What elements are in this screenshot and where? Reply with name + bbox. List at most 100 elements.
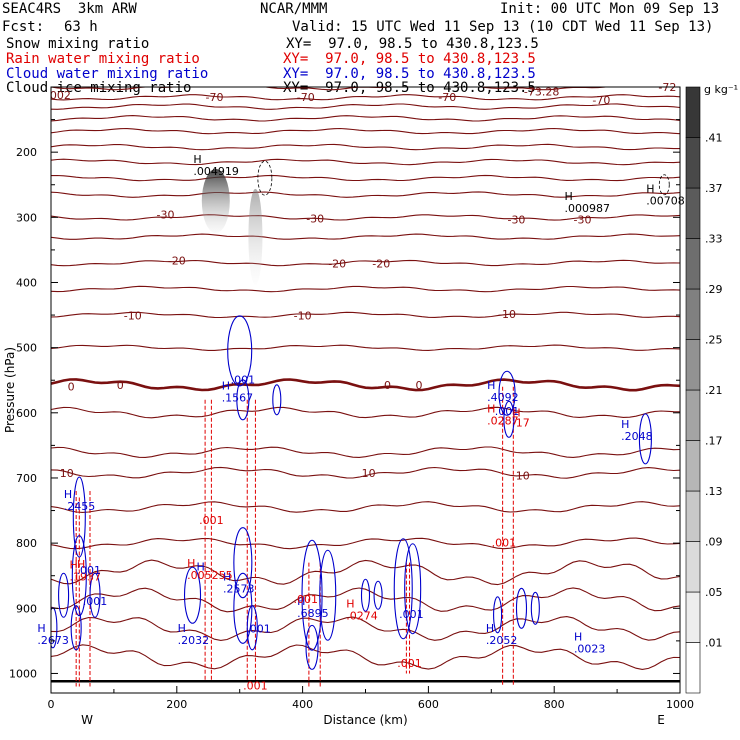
isotherm-label: -70 (438, 91, 456, 104)
isotherm-line (51, 127, 680, 135)
colorbar-tick-label: .37 (705, 182, 723, 195)
isotherm-label: -73.28 (524, 86, 559, 99)
extremum-marker: H (69, 558, 77, 571)
colorbar-tick-label: .21 (705, 384, 723, 397)
field-xy-snow: XY= 97.0, 98.5 to 430.8,123.5 (286, 36, 539, 52)
chart-header: SEAC4RS 3km ARW NCAR/MMM Init: 00 UTC Mo… (0, 0, 740, 100)
isotherm-label: 002 (50, 89, 71, 102)
contour-value-label: .001 (76, 564, 101, 577)
snow-secondary-shade (248, 188, 263, 285)
isotherm-label: 10 (516, 469, 530, 482)
y-tick-label: 500 (16, 342, 37, 355)
isotherm-label: -30 (156, 209, 174, 222)
extremum-value: .2455 (64, 500, 96, 513)
x-tick-label: 600 (418, 698, 439, 711)
cloud-water-contour (233, 527, 253, 599)
cloud-water-contour (272, 384, 282, 416)
x-tick-label: 800 (544, 698, 565, 711)
isotherm-line (51, 285, 680, 293)
field-name-cloud-water: Cloud water mixing ratio (6, 66, 209, 82)
east-label: E (657, 713, 665, 727)
isotherm-label: -70 (206, 91, 224, 104)
cloud-water-contour (301, 539, 323, 651)
colorbar-swatch (685, 541, 701, 593)
y-tick-label: 1000 (9, 667, 37, 680)
y-tick-label: 200 (16, 146, 37, 159)
isotherm-line (51, 94, 680, 101)
x-tick-label: 1000 (666, 698, 694, 711)
extremum-marker: H (486, 622, 494, 635)
contour-value-label: .001 (293, 593, 318, 606)
isotherm-label: -20 (328, 258, 346, 271)
cloud-water-contour (246, 605, 258, 651)
cloud-water-contour (638, 413, 652, 465)
isotherm-label: -30 (306, 213, 324, 226)
x-axis-label: Distance (km) (323, 713, 407, 727)
isotherm-label: -70 (592, 94, 610, 107)
colorbar-swatch (685, 440, 701, 492)
extremum-marker: H (297, 595, 305, 608)
y-tick-label: 400 (16, 276, 37, 289)
extremum-value: .0274 (346, 609, 378, 622)
snow-shading (201, 160, 670, 285)
isotherm-label: 0 (68, 381, 75, 394)
contour-value-label: H (197, 560, 205, 573)
isotherm-line (51, 644, 680, 670)
cloud-water-contour (89, 572, 101, 618)
isotherm-line (51, 616, 680, 641)
isotherm-line (51, 466, 680, 479)
extremum-marker: H (346, 597, 354, 610)
isotherm-label: -70 (297, 91, 315, 104)
extremum-value: .1937 (69, 570, 101, 583)
colorbar-swatch (685, 642, 701, 694)
isotherm-line (51, 559, 680, 586)
cloud-ice-contour (257, 160, 273, 196)
extremum-value: .2052 (486, 634, 518, 647)
colorbar-tick-label: .33 (705, 233, 723, 246)
extremum-marker: H (187, 557, 195, 570)
isotherm-line (51, 446, 680, 458)
cloud-water-contour (530, 591, 540, 625)
colorbar-unit: g kg⁻¹ (704, 83, 738, 96)
isotherm-line (51, 233, 680, 240)
cloud-water-contour (515, 587, 528, 629)
cloud-water-contour (493, 596, 503, 634)
extremum-value: .005255 (187, 569, 233, 582)
cloud-water-contour (305, 624, 319, 670)
colorbar-swatch (685, 389, 701, 441)
extremum-value: .2573 (223, 583, 255, 596)
colorbar-tick-label: .25 (705, 334, 723, 347)
contour-value-label: .001 (397, 657, 422, 670)
colorbar-tick-label: .41 (705, 132, 723, 145)
y-tick-label: 900 (16, 602, 37, 615)
colorbar-swatch (685, 339, 701, 391)
x-tick-label: 200 (166, 698, 187, 711)
extremum-value: .0287 (487, 415, 519, 428)
y-tick-label: 300 (16, 211, 37, 224)
isotherm-label: 0 (384, 379, 391, 392)
isotherm-line (51, 537, 680, 550)
isotherm-label: -30 (507, 213, 525, 226)
contour-value-label: .001 (492, 536, 517, 549)
cloud-water-contour (360, 578, 371, 612)
extremum-marker: H (487, 403, 495, 416)
y-tick-label: 700 (16, 472, 37, 485)
extremum-marker: H (37, 622, 45, 635)
contour-value-label: H (512, 407, 520, 420)
cloud-water-contour (70, 605, 82, 651)
extremum-marker: H (574, 631, 582, 644)
extremum-value: .2032 (178, 634, 210, 647)
west-label: W (81, 713, 93, 727)
contour-value-label: .001 (495, 405, 520, 418)
contour-value-label: .001 (246, 622, 271, 635)
contour-value-label: .001 (231, 373, 256, 386)
isotherm-line (51, 344, 680, 351)
isotherm-line (51, 191, 680, 198)
contour-value-label: .001 (243, 680, 268, 693)
colorbar-tick-label: .05 (705, 586, 723, 599)
colorbar-tick-label: .17 (705, 435, 723, 448)
cloud-water-contours (51, 315, 652, 670)
cloud-water-contour (319, 549, 337, 641)
extremum-marker: H (223, 571, 231, 584)
